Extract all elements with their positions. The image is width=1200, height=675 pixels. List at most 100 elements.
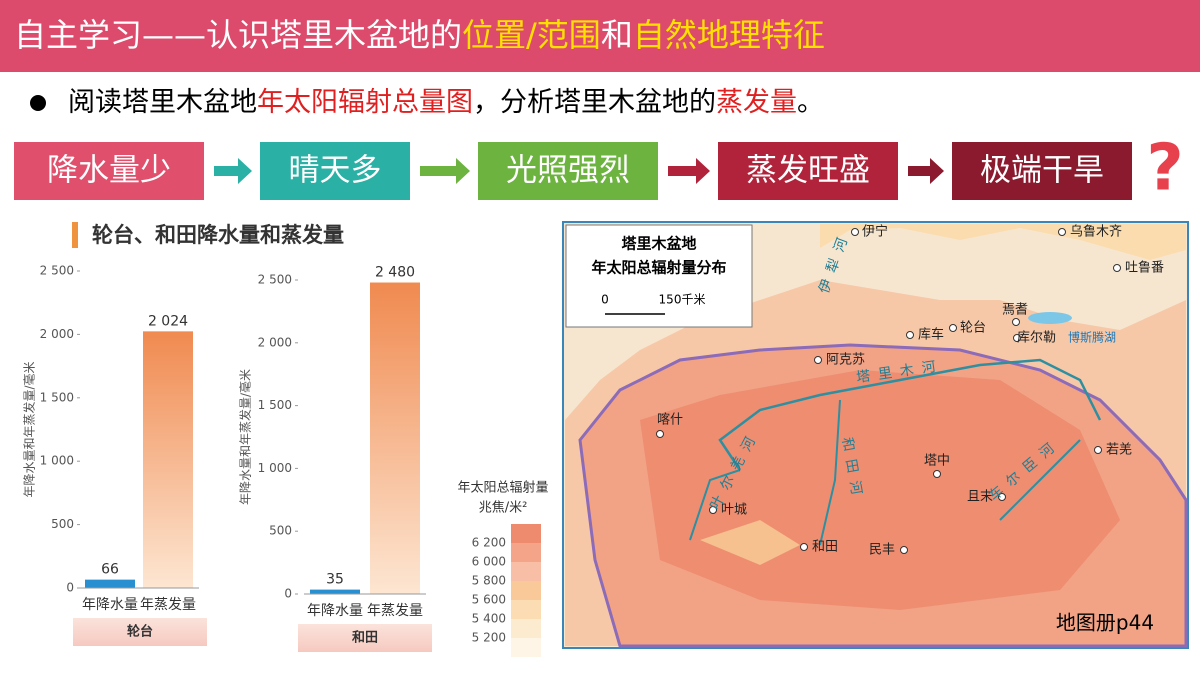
bar <box>143 331 193 588</box>
station-band <box>73 618 207 646</box>
legend-level: 5 200 <box>472 631 506 645</box>
footer: 地图册p44 <box>1056 611 1154 635</box>
map-title-box <box>565 224 753 328</box>
y-tick-label: 1 000 <box>258 461 292 475</box>
y-tick-label: 2 500 <box>40 264 74 278</box>
flow-arrow <box>214 158 252 184</box>
lake <box>1028 312 1072 324</box>
flow-box <box>718 142 898 200</box>
y-tick-label: 1 500 <box>258 398 292 412</box>
place-dot <box>1012 318 1020 326</box>
flow-label: 晴天多 <box>289 153 382 189</box>
river <box>718 358 1102 471</box>
place-label: 库车 <box>918 327 944 343</box>
flow-arrow <box>420 158 470 184</box>
category-label: 年蒸发量 <box>367 603 423 619</box>
place-dot <box>900 546 908 554</box>
category-label: 年降水量 <box>82 597 138 613</box>
map-title: 塔里木盆地 <box>621 235 696 253</box>
y-tick-label: 0 <box>284 587 292 601</box>
place-dot <box>1013 334 1021 342</box>
place-dot <box>814 356 822 364</box>
place-dot <box>1094 446 1102 454</box>
legend-swatch <box>511 600 541 619</box>
flow-box <box>478 142 658 200</box>
scale-label: 150千米 <box>659 293 706 307</box>
north-zone <box>820 224 1186 260</box>
river <box>689 469 741 541</box>
place-label: 塔中 <box>924 454 950 469</box>
legend-level: 6 200 <box>472 536 506 550</box>
header-title: 自主学习——认识塔里木盆地的位置/范围和自然地理特征 <box>14 16 825 54</box>
bullet-part: ，分析塔里木盆地的 <box>473 87 716 118</box>
place-dot <box>800 543 808 551</box>
flow-box <box>14 142 204 200</box>
place-dot <box>851 228 859 236</box>
chart-title: 轮台、和田降水量和蒸发量 <box>92 223 344 247</box>
chart-title-marker <box>72 222 78 248</box>
place-label: 喀什 <box>657 412 683 428</box>
y-tick-label: 500 <box>269 524 292 538</box>
y-tick-label: 2 500 <box>258 273 292 287</box>
legend-level: 6 000 <box>472 555 506 569</box>
map-title: 年太阳总辐射量分布 <box>591 259 726 277</box>
river <box>819 399 841 546</box>
place-dot <box>949 324 957 332</box>
question-mark: ? <box>1146 132 1183 206</box>
y-tick-label: 2 000 <box>258 335 292 349</box>
legend-swatch <box>511 543 541 562</box>
place-dot <box>1058 228 1066 236</box>
place-label: 伊宁 <box>862 224 888 240</box>
station-band <box>298 624 432 652</box>
place-label: 吐鲁番 <box>1125 261 1164 276</box>
place-label: 若羌 <box>1106 442 1132 458</box>
flow-label: 蒸发旺盛 <box>746 153 870 189</box>
place-dot <box>1113 264 1121 272</box>
y-axis-label: 年降水量和年蒸发量/毫米 <box>22 361 37 497</box>
place-dot <box>933 470 941 478</box>
river <box>999 439 1081 521</box>
flow-label: 光照强烈 <box>506 153 630 189</box>
value-label: 66 <box>101 562 119 578</box>
bullet-part: 阅读塔里木盆地 <box>68 87 257 118</box>
legend-unit: 兆焦/米² <box>479 501 528 516</box>
value-label: 2 480 <box>375 265 415 281</box>
flow-box <box>952 142 1132 200</box>
category-label: 年蒸发量 <box>140 597 196 613</box>
legend-level: 5 400 <box>472 612 506 626</box>
title-part: 和 <box>601 16 633 54</box>
place-label: 焉耆 <box>1002 303 1028 318</box>
bar <box>310 589 360 594</box>
bullet-part: 。 <box>797 87 824 118</box>
y-tick-label: 500 <box>51 517 74 531</box>
flow-label: 极端干旱 <box>980 153 1104 189</box>
place-label: 叶城 <box>721 503 747 518</box>
place-dot <box>709 506 717 514</box>
y-tick-label: 1 500 <box>40 390 74 404</box>
station-label: 轮台 <box>127 624 153 640</box>
legend-swatch <box>511 638 541 657</box>
legend-title: 年太阳总辐射量 <box>457 480 548 496</box>
place-label: 库尔勒 <box>1017 330 1056 346</box>
flow-box <box>260 142 410 200</box>
y-tick-label: 1 000 <box>40 454 74 468</box>
place-label: 且末 <box>967 490 993 505</box>
place-dot <box>656 430 664 438</box>
legend-swatch <box>511 619 541 638</box>
value-label: 2 024 <box>148 313 188 329</box>
title-part: 位置/范围 <box>462 16 601 54</box>
bullet-part: 年太阳辐射总量图 <box>257 87 473 118</box>
y-tick-label: 2 000 <box>40 327 74 341</box>
bullet-text: 阅读塔里木盆地年太阳辐射总量图，分析塔里木盆地的蒸发量。 <box>68 87 824 118</box>
category-label: 年降水量 <box>307 603 363 619</box>
place-label: 和田 <box>812 540 838 555</box>
bar <box>85 579 135 588</box>
legend-swatch <box>511 581 541 600</box>
value-label: 35 <box>326 572 344 588</box>
scale-label: 0 <box>601 293 609 307</box>
y-tick-label: 0 <box>66 581 74 595</box>
legend-swatch <box>511 524 541 543</box>
place-label: 乌鲁木齐 <box>1070 224 1122 240</box>
flow-arrow <box>668 158 710 184</box>
